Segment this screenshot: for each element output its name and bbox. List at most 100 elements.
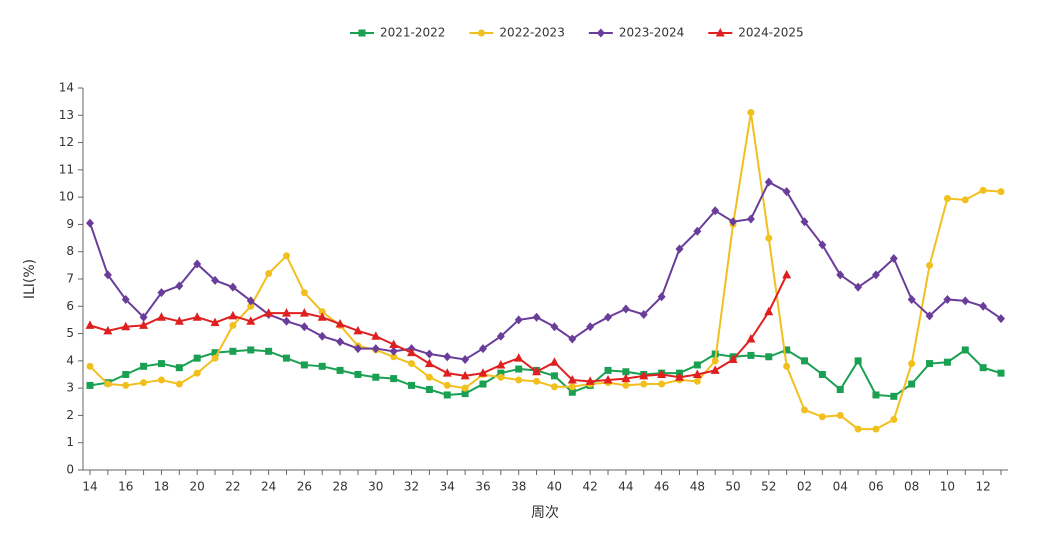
- marker: [282, 316, 291, 326]
- marker: [211, 349, 219, 357]
- legend-label: 2022-2023: [499, 26, 564, 40]
- marker: [121, 321, 131, 331]
- marker: [729, 217, 738, 227]
- marker: [764, 177, 773, 187]
- marker: [156, 312, 166, 321]
- marker: [318, 331, 327, 341]
- marker: [747, 109, 755, 117]
- marker: [265, 347, 273, 355]
- marker: [532, 366, 542, 376]
- y-tick-label: 11: [59, 162, 74, 176]
- marker: [265, 270, 273, 278]
- y-tick-label: 0: [66, 463, 74, 477]
- x-tick-label: 16: [118, 480, 133, 494]
- marker: [711, 206, 720, 216]
- series-line: [89, 348, 1002, 398]
- marker: [229, 347, 237, 355]
- marker: [497, 369, 505, 377]
- marker: [282, 354, 290, 362]
- y-tick-label: 4: [66, 353, 74, 367]
- marker: [746, 334, 756, 343]
- legend-label: 2023-2024: [619, 26, 684, 40]
- marker: [568, 388, 576, 396]
- marker: [926, 261, 934, 269]
- marker: [550, 322, 559, 332]
- marker: [801, 357, 809, 365]
- marker: [854, 357, 862, 365]
- y-tick-label: 14: [59, 81, 74, 95]
- marker: [657, 369, 667, 378]
- marker: [836, 386, 844, 394]
- marker: [515, 365, 523, 373]
- x-tick-label: 42: [583, 480, 598, 494]
- marker: [157, 376, 165, 384]
- marker: [711, 357, 719, 365]
- marker: [514, 315, 523, 325]
- marker: [639, 370, 649, 380]
- marker: [86, 381, 94, 389]
- x-tick-label: 04: [833, 480, 848, 494]
- marker: [800, 217, 809, 227]
- x-tick-label: 36: [475, 480, 490, 494]
- legend-label: 2024-2025: [738, 26, 803, 40]
- marker: [658, 380, 666, 388]
- marker: [621, 373, 631, 383]
- marker: [157, 288, 166, 298]
- marker: [550, 383, 558, 391]
- y-tick-label: 9: [66, 217, 74, 231]
- y-tick-label: 10: [59, 190, 74, 204]
- marker: [872, 425, 880, 433]
- marker: [586, 322, 595, 332]
- marker: [122, 371, 130, 378]
- marker: [358, 29, 366, 37]
- marker: [140, 362, 148, 370]
- marker: [585, 376, 595, 385]
- marker: [997, 188, 1005, 196]
- marker: [890, 392, 898, 400]
- marker: [871, 270, 880, 280]
- marker: [515, 376, 523, 384]
- series-line: [89, 274, 788, 383]
- x-tick-label: 20: [190, 480, 205, 494]
- x-tick-label: 48: [690, 480, 705, 494]
- marker: [211, 275, 220, 285]
- y-tick-label: 3: [66, 381, 74, 395]
- marker: [908, 380, 916, 388]
- x-tick-label: 44: [618, 480, 633, 494]
- marker: [443, 352, 452, 362]
- marker: [211, 354, 219, 362]
- marker: [818, 240, 827, 250]
- marker: [317, 312, 327, 321]
- marker: [335, 319, 345, 328]
- marker: [264, 308, 274, 317]
- y-tick-label: 5: [66, 326, 74, 340]
- marker: [300, 322, 309, 332]
- marker: [103, 325, 113, 335]
- marker: [353, 325, 363, 335]
- x-tick-label: 24: [261, 480, 276, 494]
- marker: [693, 361, 701, 369]
- marker: [979, 301, 988, 311]
- marker: [140, 379, 148, 387]
- y-tick-label: 2: [66, 408, 74, 422]
- marker: [424, 358, 434, 368]
- marker: [157, 360, 165, 368]
- marker: [675, 244, 684, 254]
- y-tick-label: 1: [66, 435, 74, 449]
- marker: [318, 308, 326, 316]
- marker: [389, 339, 399, 348]
- marker: [372, 373, 380, 381]
- marker: [104, 380, 112, 388]
- marker: [533, 377, 541, 385]
- marker: [390, 353, 398, 361]
- marker: [478, 368, 488, 377]
- marker: [371, 344, 380, 354]
- marker: [926, 360, 934, 368]
- marker: [961, 296, 970, 306]
- marker: [247, 302, 255, 310]
- marker: [836, 270, 845, 280]
- marker: [836, 411, 844, 419]
- marker: [461, 354, 470, 364]
- marker: [228, 310, 238, 320]
- marker: [801, 406, 809, 414]
